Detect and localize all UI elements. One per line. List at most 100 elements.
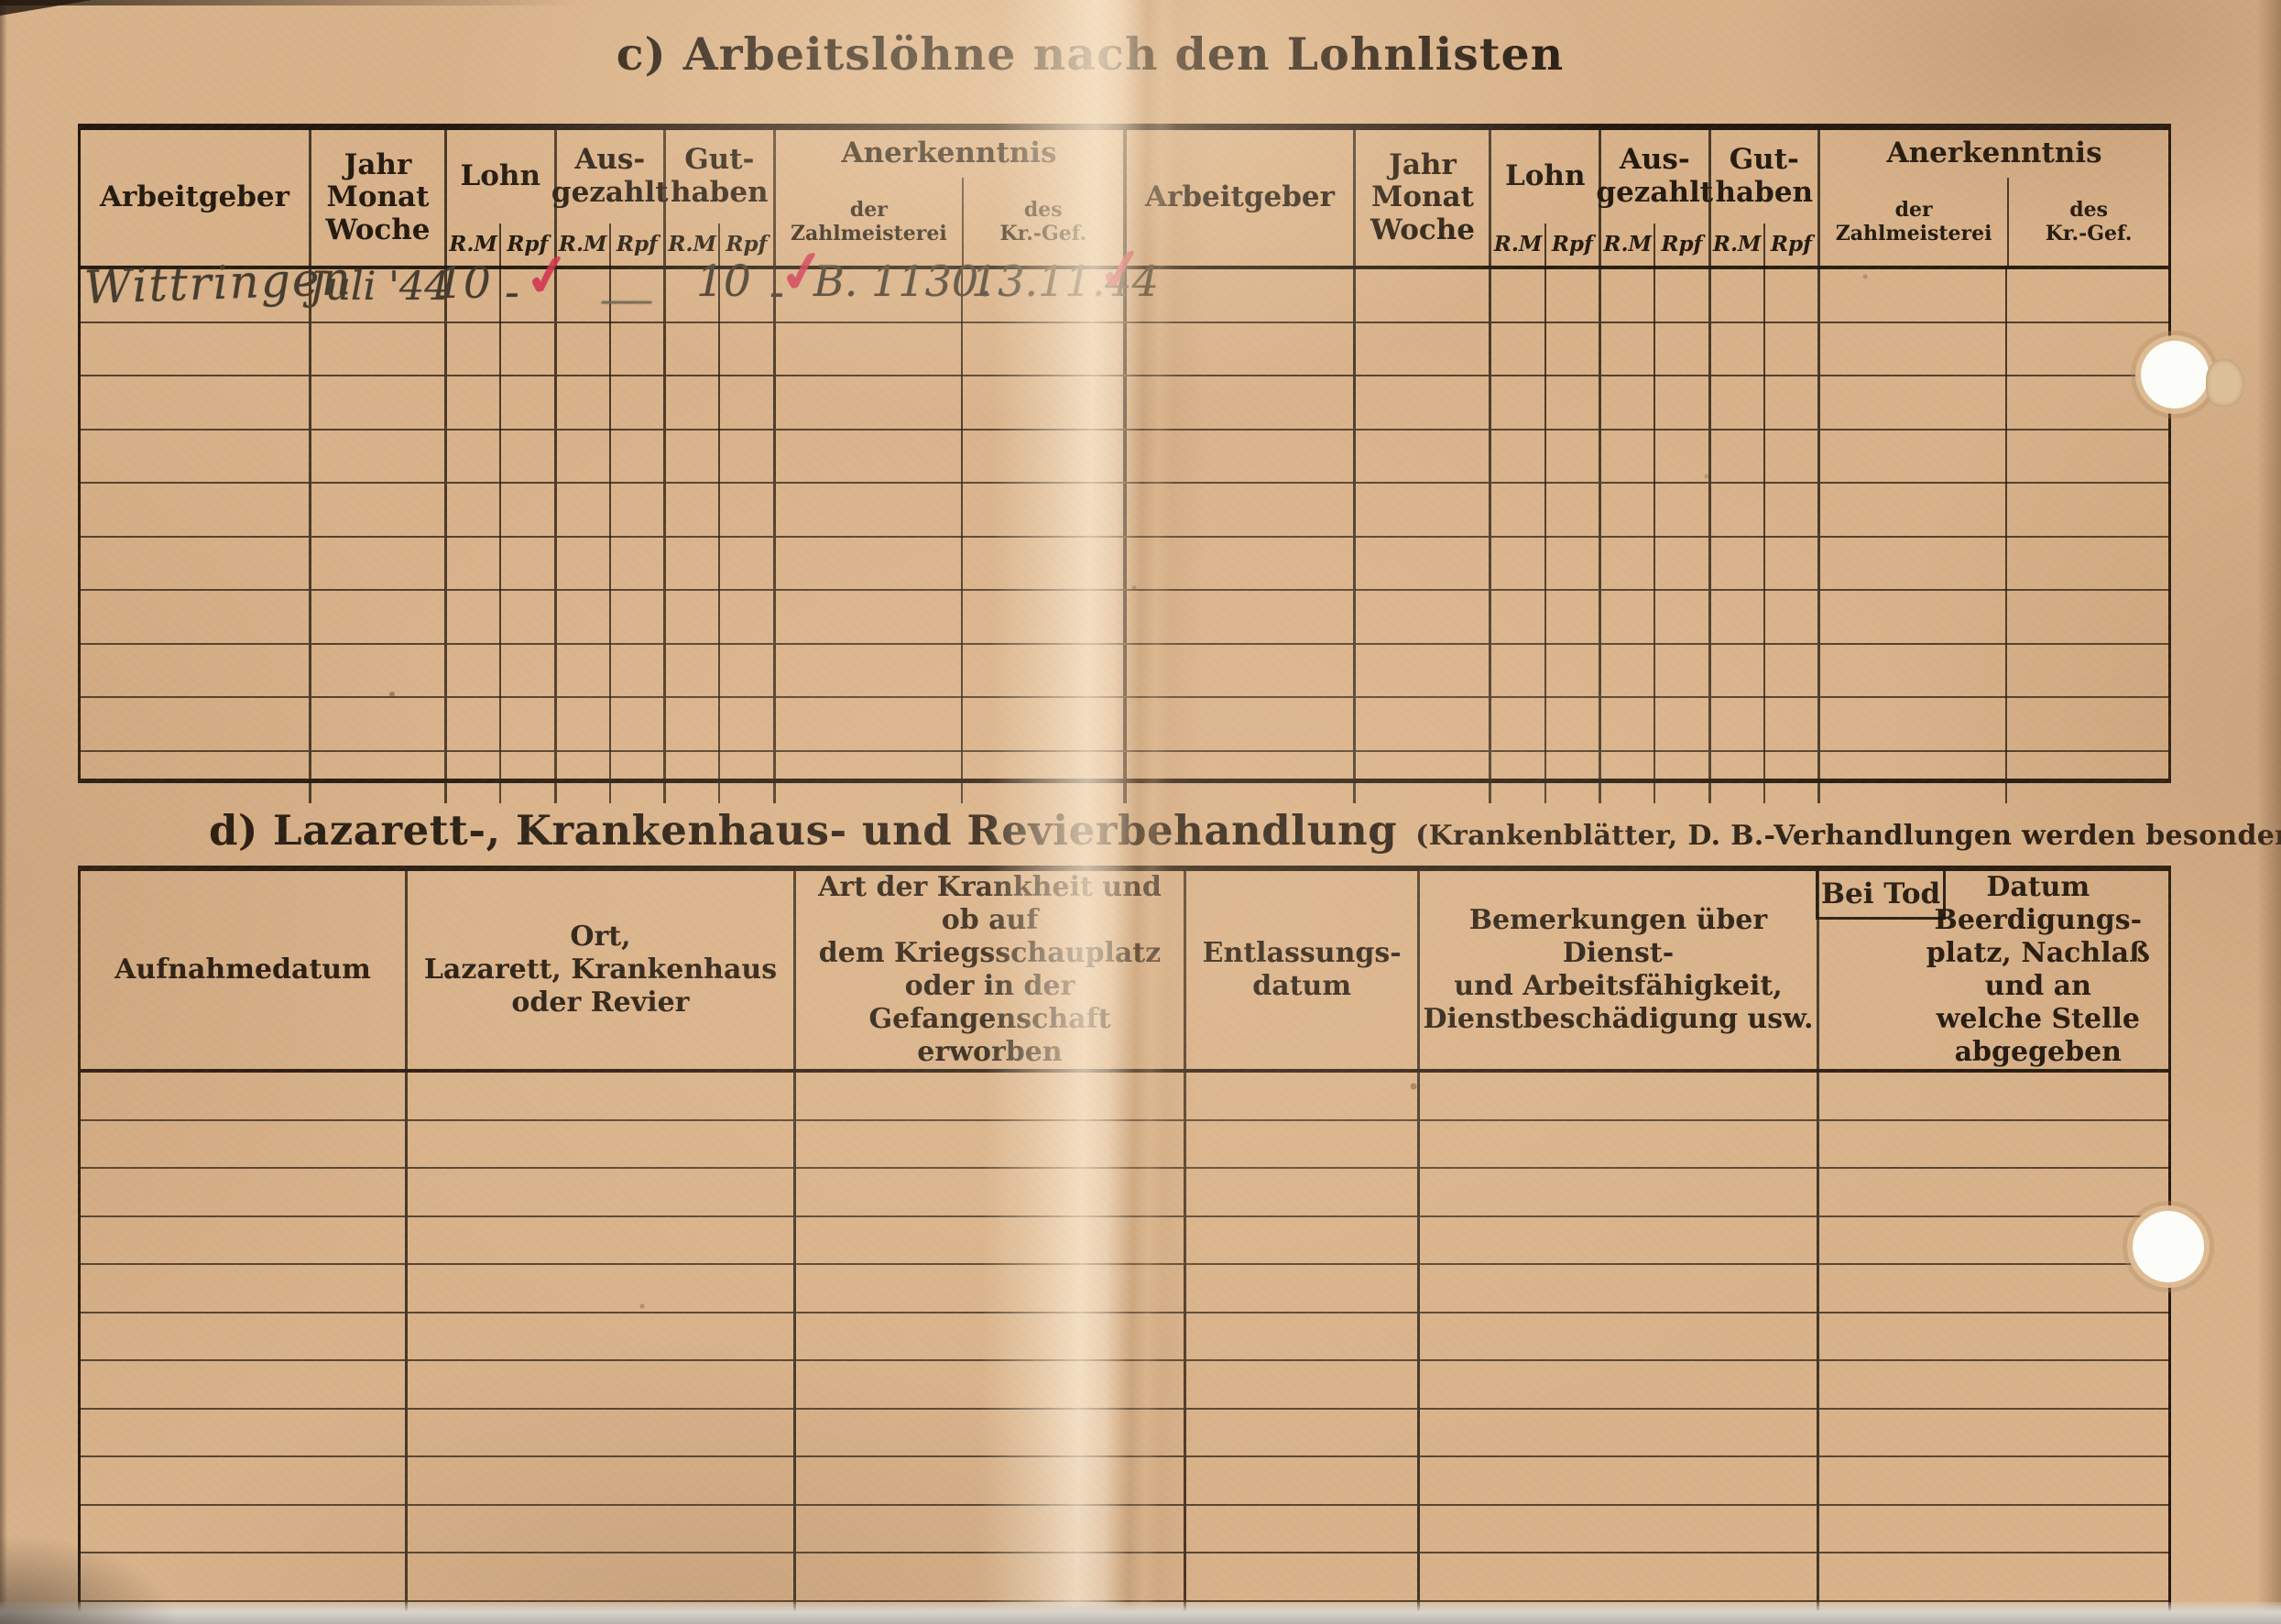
- empty-cell: [81, 697, 311, 752]
- table-row: [81, 376, 1124, 431]
- column-header-guthaben: Gut- haben R.M Rpf: [664, 130, 776, 269]
- empty-cell: [1818, 376, 2008, 431]
- table-row: [1125, 536, 2168, 591]
- empty-cell: [1763, 429, 1821, 484]
- column-header-ausgezahlt: Aus- gezahlt R.M Rpf: [1596, 130, 1713, 269]
- empty-cell: [794, 1168, 1187, 1217]
- column-header-bemerkungen: Bemerkungen über Dienst- und Arbeitsfähi…: [1418, 871, 1819, 1073]
- empty-cell: [500, 536, 557, 591]
- empty-cell: [1184, 1215, 1421, 1265]
- rm-label: R.M: [1603, 231, 1652, 256]
- empty-cell: [794, 1553, 1187, 1602]
- empty-cell: [81, 1312, 409, 1361]
- empty-cell: [1354, 267, 1492, 323]
- empty-cell: [1354, 697, 1492, 752]
- column-header-arbeitgeber: Arbeitgeber: [1125, 130, 1357, 269]
- empty-cell: [1654, 536, 1711, 591]
- empty-cell: [1490, 536, 1546, 591]
- scan-edge-left: [0, 0, 7, 1624]
- empty-cell: [1763, 750, 1821, 803]
- empty-cell: [794, 1408, 1187, 1457]
- empty-cell: [1354, 376, 1492, 431]
- column-header-lohn: Lohn R.M Rpf: [1490, 130, 1601, 269]
- empty-cell: [1817, 1264, 2168, 1313]
- rpf-label: Rpf: [1763, 223, 1817, 266]
- table-row: [81, 1168, 2168, 1217]
- guthaben-label: Gut- haben: [1715, 143, 1814, 209]
- empty-cell: [609, 376, 667, 431]
- column-header-ort-lazarett: Ort, Lazarett, Krankenhaus oder Revier: [406, 871, 796, 1073]
- empty-cell: [1654, 483, 1711, 538]
- empty-cell: [1818, 429, 2008, 484]
- empty-cell: [1709, 267, 1765, 323]
- empty-cell: [1817, 1360, 2168, 1410]
- table-row: [1125, 643, 2168, 698]
- empty-cell: [609, 590, 667, 645]
- empty-cell: [1490, 376, 1546, 431]
- section-d-title: d) Lazarett-, Krankenhaus- und Revierbeh…: [209, 806, 2281, 855]
- empty-cell: [1763, 267, 1821, 323]
- empty-cell: [1184, 1456, 1421, 1506]
- column-header-art-der-krankheit: Art der Krankheit und ob auf dem Kriegss…: [794, 871, 1187, 1073]
- empty-cell: [81, 1215, 409, 1265]
- empty-cell: [555, 536, 611, 591]
- empty-cell: [1599, 697, 1656, 752]
- empty-cell: [961, 536, 1124, 591]
- lohn-label: Lohn: [460, 159, 541, 193]
- empty-cell: [774, 643, 963, 698]
- wage-header-row: Arbeitgeber Jahr Monat Woche Lohn R.M Rpf…: [1125, 130, 2168, 269]
- table-row: [1125, 267, 2168, 323]
- empty-cell: [664, 429, 721, 484]
- empty-cell: [500, 590, 557, 645]
- empty-cell: [719, 429, 776, 484]
- empty-cell: [2006, 590, 2168, 645]
- section-d-title-main: d) Lazarett-, Krankenhaus- und Revierbeh…: [209, 806, 1398, 855]
- empty-cell: [445, 643, 502, 698]
- empty-cell: [1354, 590, 1492, 645]
- table-row: [81, 429, 1124, 484]
- empty-cell: [81, 483, 311, 538]
- empty-cell: [1544, 322, 1601, 376]
- empty-cell: [310, 483, 447, 538]
- medical-treatment-table: Bei Tod Aufnahmedatum Ort, Lazarett, Kra…: [78, 866, 2171, 1624]
- empty-cell: [2006, 643, 2168, 698]
- empty-cell: [2006, 483, 2168, 538]
- wage-header-row: Arbeitgeber Jahr Monat Woche Lohn R.M Rpf…: [81, 130, 1124, 269]
- empty-cell: [664, 643, 721, 698]
- empty-cell: [445, 483, 502, 538]
- empty-cell: [445, 322, 502, 376]
- empty-cell: [1544, 376, 1601, 431]
- rpf-label: Rpf: [608, 223, 663, 266]
- empty-cell: [1654, 697, 1711, 752]
- empty-cell: [1817, 1504, 2168, 1553]
- empty-cell: [609, 483, 667, 538]
- table-row: [81, 322, 1124, 376]
- empty-cell: [1817, 1408, 2168, 1457]
- empty-cell: [555, 750, 611, 803]
- empty-cell: [1599, 643, 1656, 698]
- empty-cell: [961, 376, 1124, 431]
- empty-cell: [310, 536, 447, 591]
- empty-cell: [406, 1168, 796, 1217]
- empty-cell: [1817, 1600, 2168, 1624]
- empty-cell: [794, 1119, 1187, 1169]
- empty-cell: [81, 1264, 409, 1313]
- empty-cell: [1709, 750, 1765, 803]
- empty-cell: [1544, 267, 1601, 323]
- empty-cell: [1184, 1360, 1421, 1410]
- empty-cell: [1599, 429, 1656, 484]
- empty-cell: [664, 483, 721, 538]
- empty-cell: [406, 1071, 796, 1121]
- empty-cell: [81, 536, 311, 591]
- handwritten-ausgezahlt-mark: —: [599, 279, 654, 322]
- empty-cell: [1818, 750, 2008, 803]
- empty-cell: [1654, 643, 1711, 698]
- table-row: [81, 1408, 2168, 1457]
- empty-cell: [1418, 1456, 1819, 1506]
- column-header-anerkenntnis: Anerkenntnis der Zahlmeisterei des Kr.-Ge…: [774, 130, 1124, 269]
- empty-cell: [1418, 1600, 1819, 1624]
- punch-hole-top-tear: [2206, 359, 2244, 407]
- empty-cell: [1490, 267, 1546, 323]
- empty-cell: [1599, 322, 1656, 376]
